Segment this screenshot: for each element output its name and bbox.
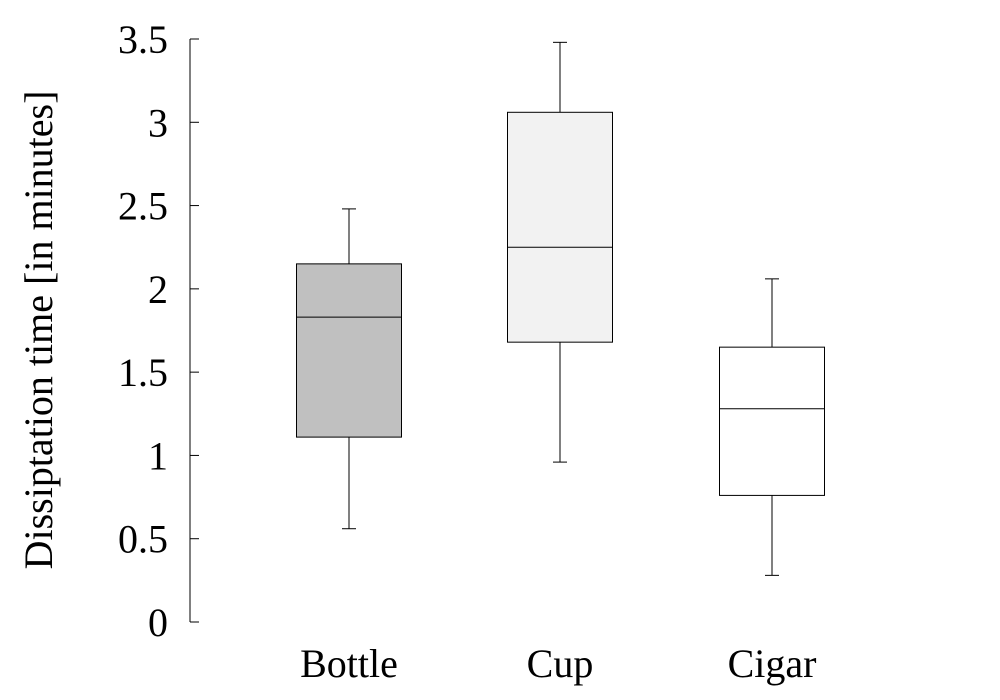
y-tick-label: 2 [148, 267, 168, 312]
y-tick-label: 2.5 [118, 184, 168, 229]
y-tick-label: 1 [148, 433, 168, 478]
box-cup [507, 41, 613, 463]
y-axis-title: Dissiptation time [in minutes] [16, 91, 61, 570]
box-bottle [296, 208, 402, 530]
x-axis-labels: Bottle Cup Cigar [300, 641, 816, 686]
iqr-box [296, 263, 402, 438]
y-tick-label: 3 [148, 100, 168, 145]
iqr-box [719, 346, 825, 496]
box-cigar [719, 278, 825, 576]
y-tick-label: 3.5 [118, 17, 168, 62]
x-category-label: Bottle [300, 641, 398, 686]
iqr-box [507, 111, 613, 343]
x-category-label: Cup [527, 641, 594, 686]
y-tick-label: 1.5 [118, 350, 168, 395]
y-tick-label: 0 [148, 600, 168, 645]
y-axis: 0 0.5 1 1.5 2 2.5 3 3.5 [118, 17, 199, 645]
x-category-label: Cigar [728, 641, 817, 686]
box-series [296, 41, 825, 576]
y-tick-label: 0.5 [118, 517, 168, 562]
